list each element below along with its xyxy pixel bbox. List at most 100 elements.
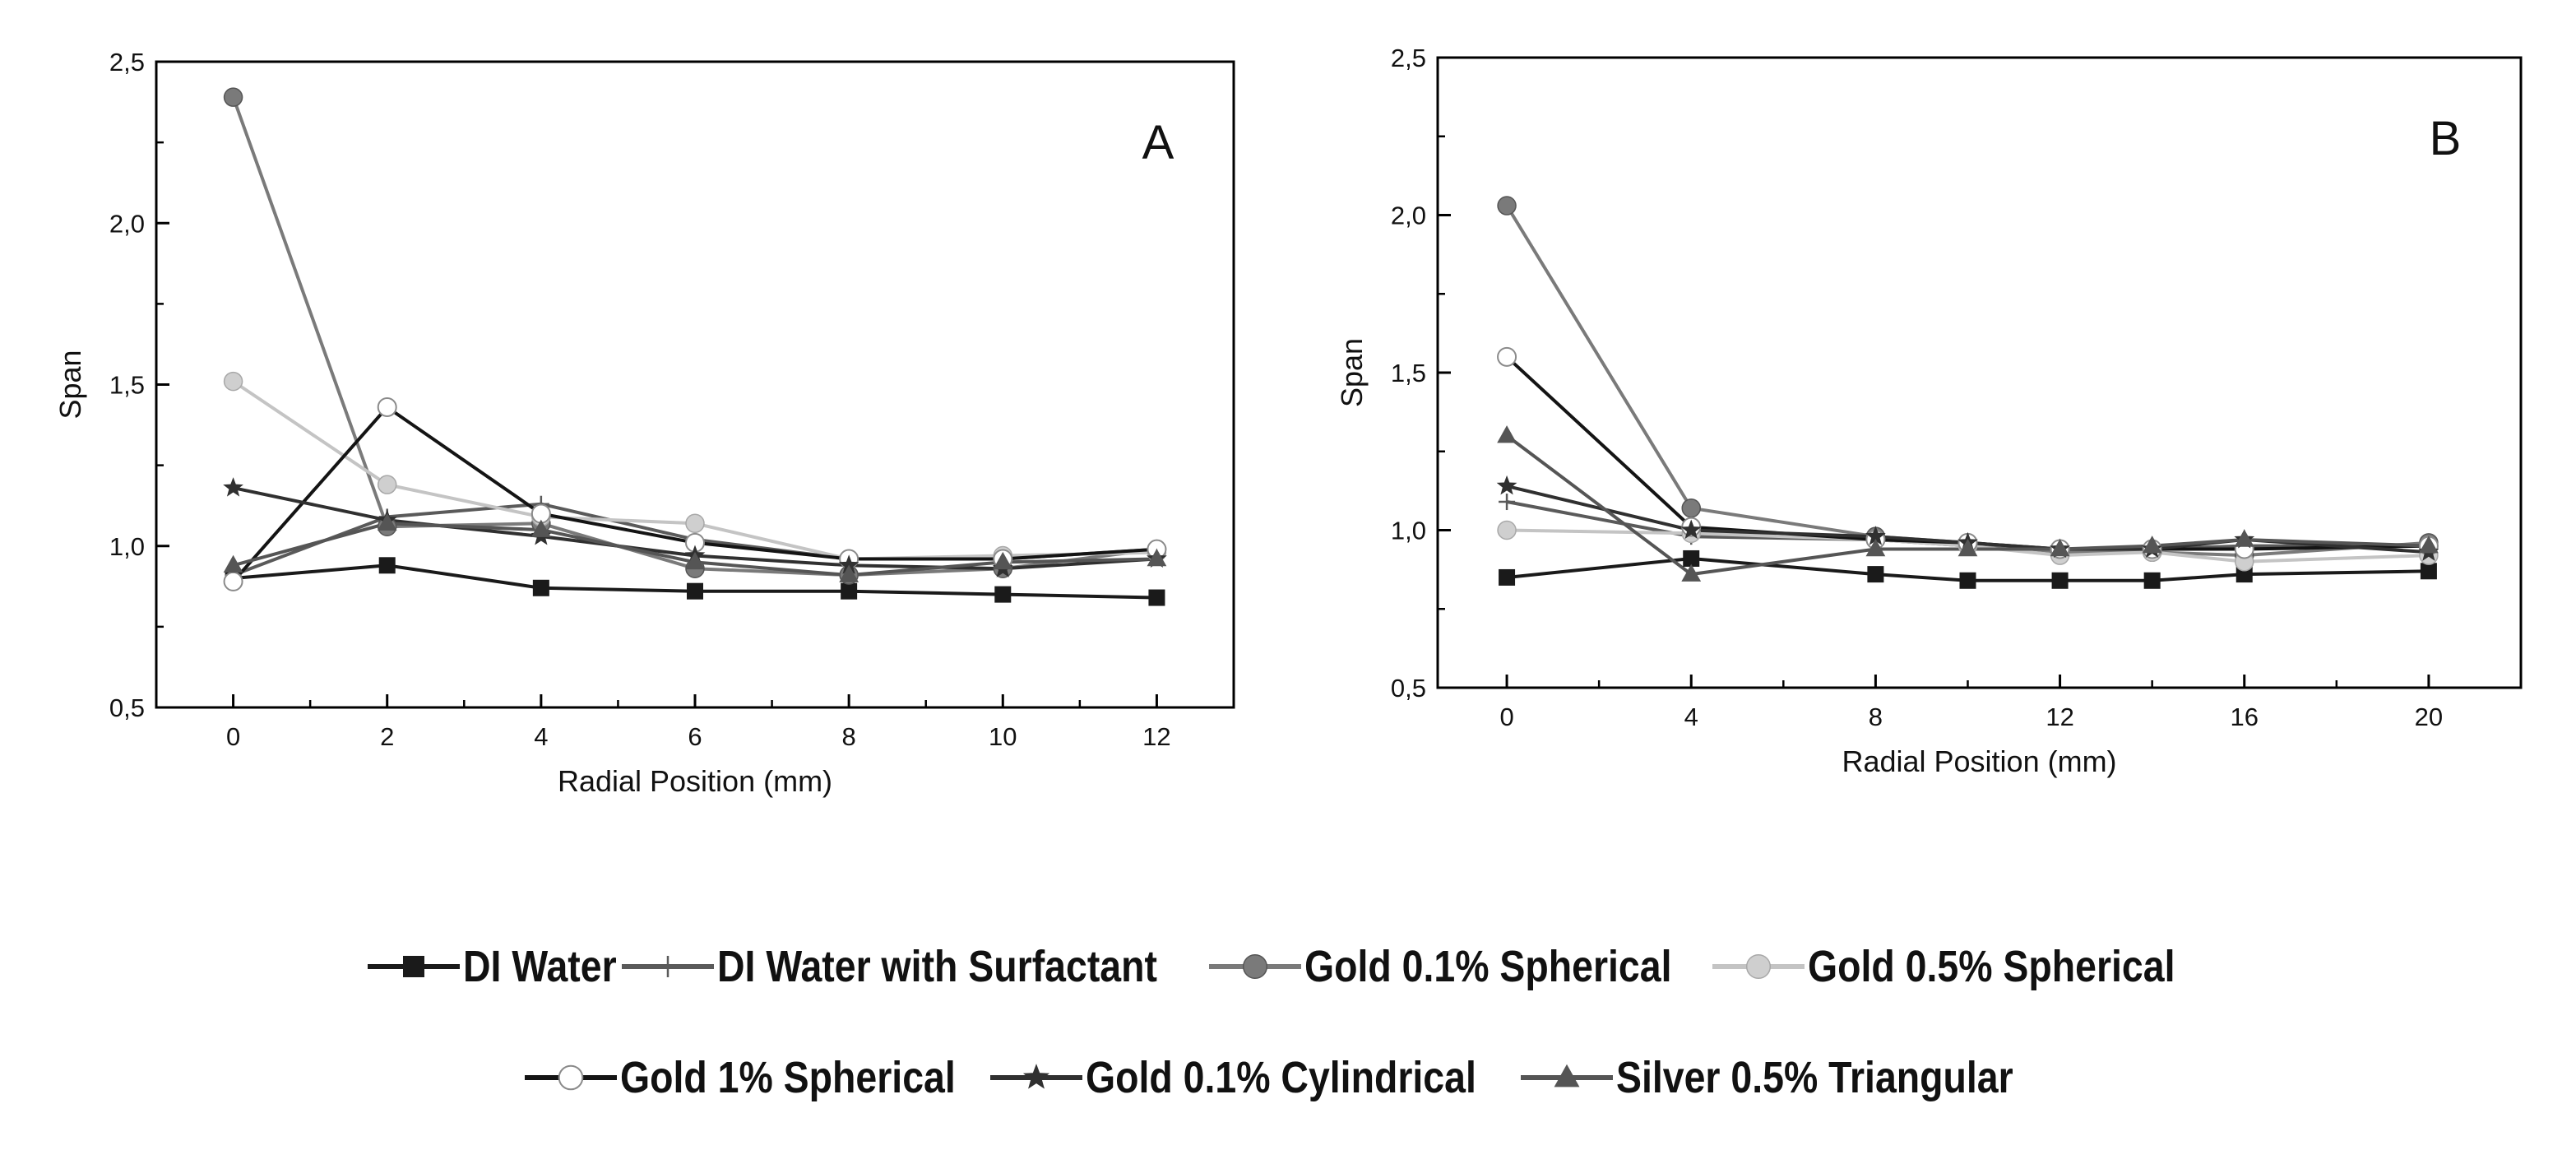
panel-b-x-tick-label: 16: [2231, 703, 2259, 731]
panel-b-point-gold-0-1-spherical: [1681, 498, 1701, 518]
panel-b-point-silver-0-5-triangular: [2419, 536, 2439, 554]
panel-a-point-gold-0-5-spherical: [223, 371, 243, 392]
legend-swatch-di-water-with-surfactant: [622, 956, 715, 977]
panel-a-point-silver-0-5-triangular: [1147, 548, 1167, 567]
panel-a-x-tick-label: 8: [842, 722, 856, 751]
panel-b-series-silver-0-5-triangular: [1505, 434, 2429, 577]
panel-a-x-tick-label: 12: [1142, 722, 1170, 751]
panel-a-point-di-water: [378, 557, 396, 574]
panel-a-point-silver-0-5-triangular: [377, 512, 397, 531]
panel-b-point-di-water: [1499, 568, 1516, 586]
legend-item-di-water-with-surfactant: DI Water with Surfactant: [619, 941, 1206, 992]
panel-b-label: B: [2430, 112, 2462, 165]
legend-swatch-silver-0-5-triangular: [1520, 1064, 1613, 1087]
panel-b-point-silver-0-5-triangular: [2142, 536, 2162, 554]
panel-b-point-silver-0-5-triangular: [2050, 538, 2070, 557]
legend-label: Gold 0.1% Spherical: [1304, 942, 1672, 991]
panel-a-point-di-water: [841, 582, 858, 600]
legend-label: Gold 0.1% Cylindrical: [1086, 1053, 1477, 1102]
panel-b-line-di-water: [1506, 557, 2429, 582]
panel-a-y-tick-label: 2,5: [109, 48, 145, 77]
legend-swatch-marker: [1554, 1064, 1579, 1087]
panel-b-x-tick-label: 20: [2415, 703, 2443, 731]
panel-b-y-tick-label: 1,0: [1391, 517, 1426, 545]
panel-b-point-di-water: [1683, 549, 1700, 567]
legend-label: DI Water with Surfactant: [717, 942, 1158, 991]
panel-b-y-axis-title: Span: [1335, 338, 1369, 407]
panel-b-y-tick-label: 1,5: [1391, 359, 1426, 387]
legend-item-gold-1-spherical: Gold 1% Spherical: [521, 1052, 987, 1103]
legend-row-2: Gold 1% Spherical Gold 0.1% Cylindrical Si…: [0, 1041, 2576, 1115]
panel-a-markers-gold-0-1-spherical: [223, 87, 1167, 585]
panel-a-label: A: [1142, 116, 1174, 169]
panel-b-x-tick-label: 0: [1499, 703, 1513, 731]
legend-label: Gold 1% Spherical: [620, 1053, 956, 1102]
panel-a-point-di-water: [687, 582, 703, 600]
panel-b-markers-silver-0-5-triangular: [1497, 425, 2439, 582]
panel-b-line-silver-0-5-triangular: [1505, 434, 2429, 577]
panel-a-point-gold-0-5-spherical: [685, 513, 705, 534]
panel-a-point-silver-0-5-triangular: [685, 551, 705, 570]
legend-swatch-marker: [558, 1064, 584, 1091]
panel-b-x-tick-label: 8: [1869, 703, 1883, 731]
panel-a-point-gold-0-1-cylindrical: [838, 554, 859, 574]
legend-item-gold-0-1-spherical: Gold 0.1% Spherical: [1206, 941, 1708, 992]
panel-b-point-gold-0-1-cylindrical: [1680, 519, 1702, 540]
panel-b-plot-frame: [1436, 56, 2523, 689]
panel-a-x-tick-label: 2: [380, 722, 394, 751]
panel-b-x-tick-label: 12: [2046, 703, 2073, 731]
panel-b-x-tick-label: 4: [1684, 703, 1698, 731]
panel-b-point-gold-0-1-spherical: [1497, 196, 1517, 216]
panel-b-y-tick-label: 2,5: [1391, 44, 1426, 72]
panel-a-y-tick-label: 1,0: [109, 532, 145, 561]
legend-label: DI Water: [463, 942, 617, 991]
panel-a-markers-silver-0-5-triangular: [223, 512, 1167, 582]
legend-item-gold-0-1-cylindrical: Gold 0.1% Cylindrical: [987, 1052, 1517, 1103]
panel-a-x-tick-label: 6: [688, 722, 702, 751]
panel-b-markers-gold-0-1-spherical: [1497, 196, 2439, 565]
chart-panel-b: 0,5 1,0 1,5 2,0 2,5 0 4 8 12 16 20 Radial Position …: [1335, 44, 2523, 778]
legend-label: Silver 0.5% Triangular: [1615, 1053, 2013, 1102]
panel-a-series-gold-0-1-spherical: [231, 96, 1157, 577]
legend-item-silver-0-5-triangular: Silver 0.5% Triangular: [1517, 1052, 2055, 1103]
panel-a-point-silver-0-5-triangular: [839, 564, 859, 582]
panel-b-line-gold-0-1-spherical: [1505, 204, 2430, 558]
panel-b-point-di-water: [1867, 566, 1884, 583]
panel-a-point-silver-0-5-triangular: [530, 519, 551, 537]
legend-swatch-gold-0-1-spherical: [1209, 953, 1302, 980]
panel-b-point-silver-0-5-triangular: [1497, 425, 1517, 443]
panel-a-point-di-water: [532, 579, 549, 596]
panel-b-series-gold-0-1-spherical: [1505, 204, 2430, 558]
panel-b-x-axis-title: Radial Position (mm): [1842, 744, 2116, 778]
legend-swatch-gold-0-5-spherical: [1712, 953, 1805, 980]
panel-a-x-tick-label: 10: [989, 722, 1017, 751]
panel-a-x-axis-title: Radial Position (mm): [558, 764, 832, 798]
panel-b-point-silver-0-5-triangular: [2234, 529, 2254, 547]
panel-a-point-di-water: [994, 586, 1012, 603]
legend-swatch-marker: [1023, 1064, 1050, 1089]
panel-b-point-gold-1-spherical: [1497, 346, 1517, 367]
panel-a-y-tick-label: 1,5: [109, 371, 145, 400]
panel-b-series-di-water: [1506, 557, 2429, 582]
legend-row-1: DI Water DI Water with Surfactant Gold 0.1…: [0, 930, 2576, 1004]
legend-swatch-gold-0-1-cylindrical: [990, 1064, 1083, 1089]
panel-b-point-di-water: [2420, 563, 2437, 580]
panel-b-y-tick-label: 0,5: [1391, 674, 1426, 703]
legend-swatch-marker: [403, 956, 425, 977]
legend-swatch-di-water: [368, 956, 461, 977]
chart-panel-a: 0,5 1,0 1,5 2,0 2,5 0 2 4 6 8 10 12 Radial Position …: [53, 48, 1235, 798]
panel-a-point-gold-0-1-cylindrical: [223, 477, 243, 497]
panel-a-point-gold-1-spherical: [377, 396, 397, 417]
panel-b-point-di-water: [1959, 572, 1976, 589]
panel-a-point-di-water: [1148, 589, 1165, 606]
panel-b-point-silver-0-5-triangular: [1957, 538, 1978, 557]
chart-legend: DI Water DI Water with Surfactant Gold 0.1…: [0, 921, 2576, 1143]
panel-a-point-gold-0-5-spherical: [377, 475, 397, 494]
panel-b-point-silver-0-5-triangular: [1865, 538, 1886, 557]
panel-a-point-gold-0-1-spherical: [223, 87, 243, 107]
panel-a-line-gold-0-1-spherical: [231, 96, 1157, 577]
panel-a-y-axis-title: Span: [53, 350, 87, 419]
panel-a-y-tick-label: 0,5: [109, 693, 145, 722]
legend-item-gold-0-5-spherical: Gold 0.5% Spherical: [1709, 941, 2212, 992]
